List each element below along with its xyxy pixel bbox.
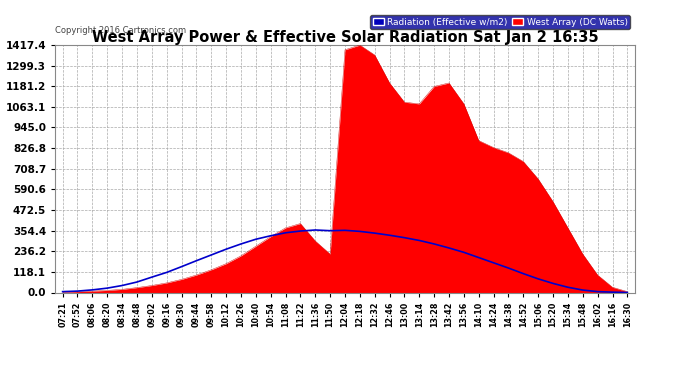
Title: West Array Power & Effective Solar Radiation Sat Jan 2 16:35: West Array Power & Effective Solar Radia… (92, 30, 598, 45)
Text: Copyright 2016 Cartronics.com: Copyright 2016 Cartronics.com (55, 26, 186, 35)
Legend: Radiation (Effective w/m2), West Array (DC Watts): Radiation (Effective w/m2), West Array (… (370, 15, 630, 29)
